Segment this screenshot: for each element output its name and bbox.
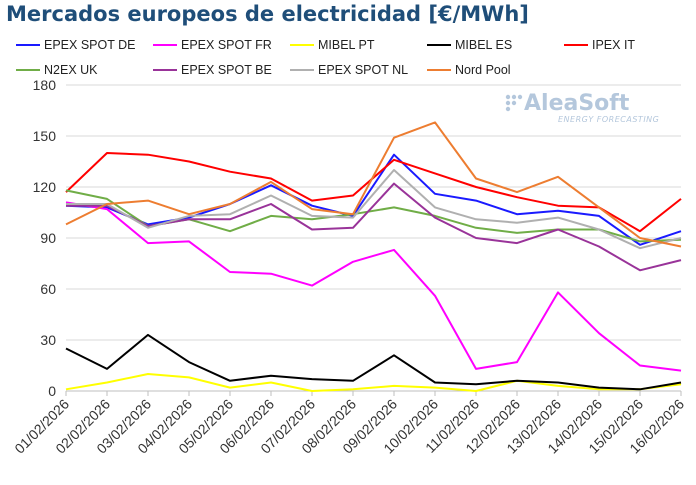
chart-title: Mercados europeos de electricidad [€/MWh… <box>6 2 529 26</box>
y-tick-label: 120 <box>33 179 57 195</box>
legend-item: IPEX IT <box>564 38 635 52</box>
legend-item: EPEX SPOT BE <box>153 63 272 77</box>
series-line-epex-spot-nl <box>66 169 682 250</box>
series-line-epex-spot-fr <box>65 201 682 372</box>
watermark-tagline: ENERGY FORECASTING <box>558 115 659 124</box>
legend: EPEX SPOT DE EPEX SPOT FR MIBEL PT MIBEL ES… <box>16 38 635 77</box>
y-tick-label: 60 <box>40 281 56 297</box>
legend-label: MIBEL PT <box>318 38 375 52</box>
legend-label: EPEX SPOT BE <box>181 63 272 77</box>
legend-label: EPEX SPOT DE <box>44 38 135 52</box>
legend-item: MIBEL ES <box>427 38 512 52</box>
legend-item: MIBEL PT <box>290 38 375 52</box>
legend-item: Nord Pool <box>427 63 511 77</box>
legend-item: EPEX SPOT FR <box>153 38 272 52</box>
series-line-mibel-es <box>65 333 682 391</box>
legend-item: EPEX SPOT NL <box>290 63 408 77</box>
y-tick-label: 90 <box>40 230 56 246</box>
series-line-ipex-it <box>65 152 682 233</box>
y-tick-label: 180 <box>33 77 57 93</box>
legend-label: IPEX IT <box>592 38 635 52</box>
legend-label: Nord Pool <box>455 63 511 77</box>
x-axis-ticks: 01/02/202602/02/202603/02/202604/02/2026… <box>11 391 687 457</box>
legend-item: EPEX SPOT DE <box>16 38 135 52</box>
legend-label: MIBEL ES <box>455 38 512 52</box>
series-line-n2ex-uk <box>65 189 682 243</box>
legend-item: N2EX UK <box>16 63 98 77</box>
legend-label: EPEX SPOT NL <box>318 63 408 77</box>
y-tick-label: 30 <box>40 332 56 348</box>
y-tick-label: 0 <box>48 383 56 399</box>
series-line-mibel-pt <box>65 373 682 392</box>
legend-label: EPEX SPOT FR <box>181 38 272 52</box>
watermark-logo-text: AleaSoft <box>524 91 630 116</box>
legend-label: N2EX UK <box>44 63 98 77</box>
logo-dots-icon <box>505 94 523 112</box>
y-axis-ticks: 0 30 60 90 120 150 180 <box>33 77 57 399</box>
aleasoft-watermark: AleaSoft ENERGY FORECASTING <box>505 91 659 124</box>
series-line-nord-pool <box>65 121 682 248</box>
y-tick-label: 150 <box>33 128 57 144</box>
series-lines <box>65 121 682 392</box>
